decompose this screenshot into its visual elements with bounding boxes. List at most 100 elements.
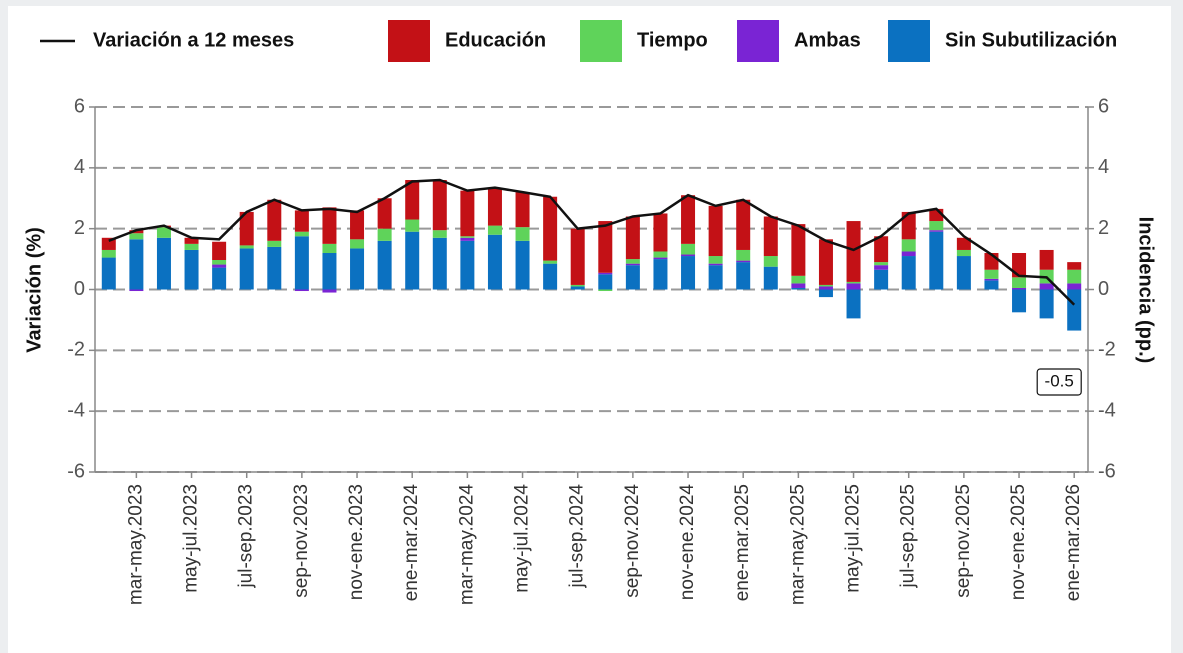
bar-segment: [818, 284, 833, 287]
bar-segment: [763, 266, 778, 290]
bar-segment: [543, 260, 558, 264]
bar-segment: [267, 246, 282, 290]
bar-segment: [129, 289, 144, 292]
bar-segment: [460, 240, 475, 290]
bar-segment: [543, 196, 558, 261]
legend-swatch: [888, 20, 930, 62]
x-tick-label: ene-mar.2025: [732, 484, 753, 601]
bar-segment: [1067, 289, 1082, 331]
bar-segment: [736, 249, 751, 261]
bar-segment: [625, 265, 640, 290]
y-axis-title: Variación (%): [23, 227, 45, 353]
bar-segment: [681, 256, 696, 290]
bar-segment: [239, 245, 254, 249]
x-tick-label: ene-mar.2024: [401, 484, 422, 602]
y-tick-label: 6: [74, 95, 85, 117]
bar-segment: [791, 283, 806, 288]
legend-label: Sin Subutilización: [945, 29, 1117, 51]
bar-segment: [956, 249, 971, 257]
bar-segment: [515, 227, 530, 241]
bar-segment: [1067, 262, 1082, 270]
bar-segment: [846, 289, 861, 319]
x-tick-label: nov-ene.2023: [346, 484, 367, 600]
bar-segment: [984, 269, 999, 279]
legend-label: Variación a 12 meses: [93, 29, 294, 51]
bar-segment: [101, 257, 116, 290]
bar-segment: [736, 260, 751, 263]
y-tick-label: -4: [67, 399, 85, 421]
bar-segment: [901, 211, 916, 240]
x-tick-label: sep-nov.2025: [953, 484, 974, 598]
bar-segment: [405, 180, 420, 220]
bar-segment: [736, 262, 751, 290]
bar-segment: [956, 256, 971, 290]
bar-segment: [129, 239, 144, 290]
bar-segment: [129, 230, 144, 234]
bar-segment: [515, 240, 530, 290]
y2-axis-title: Incidencia (pp.): [1135, 217, 1157, 364]
bar-segment: [901, 239, 916, 252]
bar-segment: [294, 289, 309, 292]
bar-segment: [294, 231, 309, 237]
bar-segment: [212, 264, 227, 268]
bar-segment: [212, 259, 227, 265]
y2-tick-label: -2: [1098, 339, 1116, 361]
bar-segment: [653, 251, 668, 258]
bar-segment: [681, 195, 696, 244]
bar-segment: [184, 243, 199, 250]
bar-segment: [929, 231, 944, 290]
bar-segment: [708, 205, 723, 257]
bar-segment: [1012, 277, 1027, 288]
x-tick-label: mar-may.2025: [787, 484, 808, 605]
bar-segment: [846, 283, 861, 290]
bar-segment: [791, 287, 806, 290]
y-tick-label: 4: [74, 156, 85, 178]
y2-tick-label: 2: [1098, 217, 1109, 239]
bar-segment: [598, 272, 613, 275]
bar-segment: [901, 256, 916, 290]
bar-segment: [818, 239, 833, 285]
value-label: -0.5: [1045, 371, 1074, 390]
bar-segment: [543, 263, 558, 290]
bar-segment: [322, 207, 337, 244]
bar-segment: [818, 286, 833, 290]
x-tick-label: may-jul.2024: [512, 484, 533, 593]
x-tick-label: jul-sep.2024: [567, 484, 588, 589]
x-tick-label: may-jul.2025: [843, 484, 864, 593]
bar-segment: [984, 278, 999, 281]
bar-segment: [708, 256, 723, 264]
bar-segment: [708, 265, 723, 290]
bar-segment: [846, 221, 861, 282]
bar-segment: [929, 221, 944, 231]
bar-segment: [625, 259, 640, 264]
bar-segment: [515, 192, 530, 228]
bar-segment: [681, 243, 696, 255]
bar-segment: [377, 198, 392, 229]
bar-segment: [460, 190, 475, 237]
bar-segment: [377, 240, 392, 290]
bar-segment: [432, 230, 447, 238]
x-tick-label: mar-may.2024: [456, 484, 477, 606]
y2-tick-label: 4: [1098, 156, 1109, 178]
bar-segment: [377, 228, 392, 241]
bar-segment: [763, 256, 778, 267]
bar-segment: [487, 187, 502, 226]
bar-segment: [212, 267, 227, 290]
y-tick-label: -2: [67, 339, 85, 361]
x-tick-label: sep-nov.2024: [622, 484, 643, 598]
bar-segment: [1012, 289, 1027, 313]
bar-segment: [598, 274, 613, 290]
legend-label: Tiempo: [637, 29, 708, 51]
bar-segment: [956, 237, 971, 250]
bar-segment: [570, 284, 585, 287]
bar-segment: [294, 210, 309, 232]
legend-swatch: [737, 20, 779, 62]
x-tick-label: may-jul.2023: [181, 484, 202, 593]
bar-segment: [267, 199, 282, 241]
legend-label: Ambas: [794, 29, 861, 51]
x-tick-label: mar-may.2023: [125, 484, 146, 605]
bar-segment: [874, 236, 889, 263]
bar-segment: [763, 216, 778, 257]
y2-tick-label: 6: [1098, 95, 1109, 117]
